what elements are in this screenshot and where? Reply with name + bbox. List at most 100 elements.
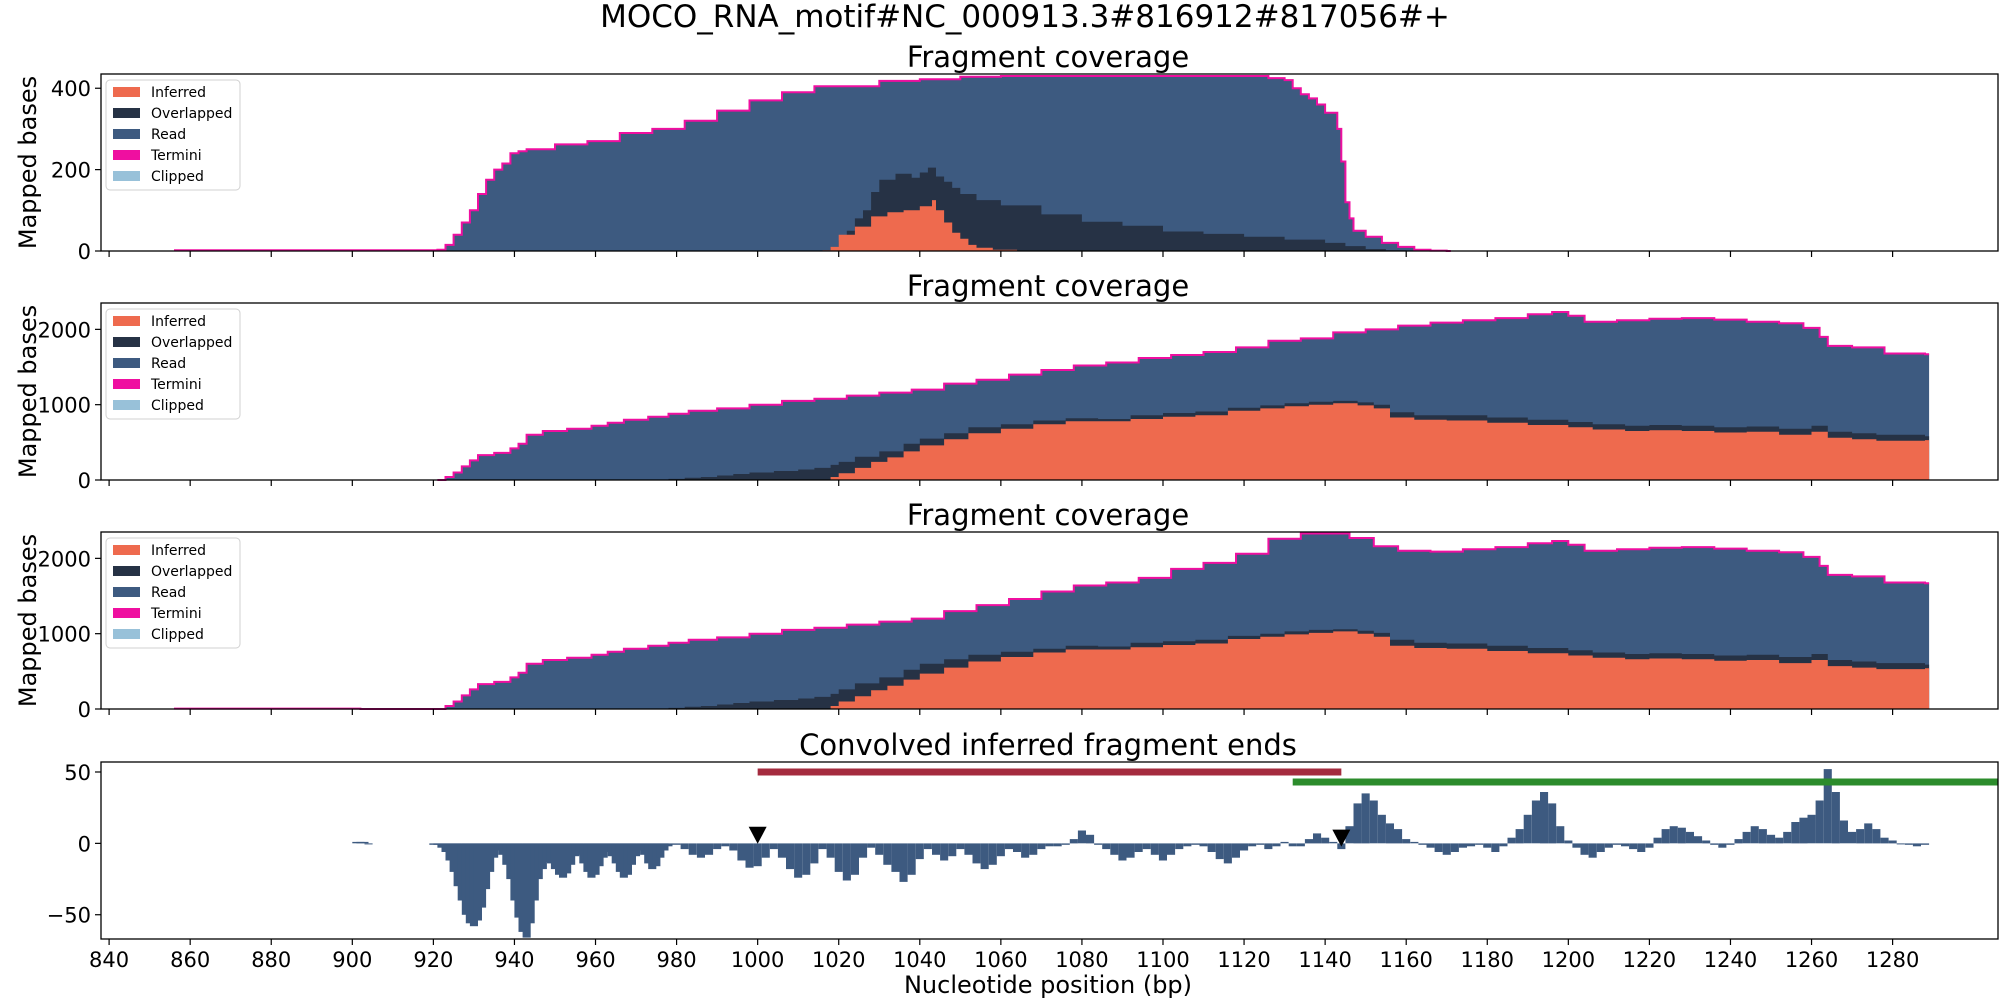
convolved-bar [1807, 814, 1816, 844]
convolved-bar [850, 843, 859, 875]
x-tick-label: 980 [657, 948, 697, 972]
convolved-bar [1556, 826, 1565, 844]
panels-container: Fragment coverage 0 200 400 Mapped bases Infe… [14, 40, 1999, 972]
convolved-bar [1523, 814, 1532, 844]
convolved-bar [1385, 823, 1394, 844]
panel-title: Fragment coverage [907, 498, 1189, 532]
x-tick-label: 1280 [1866, 948, 1919, 972]
convolved-bar [1458, 843, 1467, 848]
legend-swatch-read [113, 358, 140, 368]
legend-label-inferred: Inferred [151, 314, 206, 330]
convolved-bar [1758, 829, 1767, 844]
convolved-bar [1742, 831, 1751, 844]
convolved-bar [1013, 843, 1022, 852]
convolved-bar [810, 843, 819, 864]
convolved-bar [883, 843, 892, 865]
legend: Inferred Overlapped Read Termini Clipped [105, 537, 241, 649]
convolved-bar [1872, 829, 1881, 844]
y-tick-label: 0 [78, 832, 91, 856]
legend-box [105, 79, 241, 191]
convolved-bar [1694, 836, 1703, 844]
convolved-bar [1661, 829, 1670, 844]
convolved-bar [1483, 843, 1492, 848]
convolved-bar [603, 843, 612, 852]
convolved-bar [1118, 843, 1127, 861]
convolved-bar [1313, 833, 1322, 844]
convolved-bar [1604, 843, 1613, 848]
y-axis-label: Mapped bases [14, 534, 42, 707]
convolved-bar [996, 843, 1005, 857]
legend-label-clipped: Clipped [151, 627, 204, 643]
convolved-bar [1134, 843, 1143, 852]
convolved-bar [559, 843, 568, 878]
legend-label-termini: Termini [150, 606, 202, 622]
convolved-bar [1507, 837, 1516, 844]
y-tick-label: 50 [64, 761, 91, 785]
convolved-bar [1791, 822, 1800, 844]
y-tick-label: 2000 [38, 318, 91, 342]
legend-swatch-inferred [113, 87, 140, 97]
convolved-bar [506, 843, 515, 880]
convolved-bar [1402, 839, 1411, 844]
convolved-bar [1499, 843, 1508, 847]
convolved-bar [664, 843, 673, 847]
x-tick-label: 1040 [893, 948, 946, 972]
convolved-bar [1475, 843, 1484, 845]
series-inferred-area [822, 631, 1930, 709]
convolved-bar [1086, 834, 1095, 844]
convolved-bar [729, 843, 738, 851]
x-tick-label: 1180 [1461, 948, 1514, 972]
convolved-bar [1726, 843, 1735, 845]
x-tick-label: 1260 [1785, 948, 1838, 972]
legend-label-inferred: Inferred [151, 85, 206, 101]
convolved-bar [648, 843, 657, 870]
convolved-bar [1377, 814, 1386, 844]
convolved-bar [972, 843, 981, 864]
convolved-bar [429, 843, 438, 845]
convolved-bar [1734, 839, 1743, 844]
legend-box [105, 537, 241, 649]
convolved-bar [1621, 843, 1630, 847]
convolved-bar [859, 843, 868, 858]
legend-swatch-overlapped [113, 337, 140, 347]
convolved-bar [802, 843, 811, 875]
legend-swatch-read [113, 587, 140, 597]
peak-marker-icon [748, 826, 767, 844]
convolved-bar [1426, 843, 1435, 848]
series-overlapped-area [822, 167, 1411, 251]
legend-label-inferred: Inferred [151, 543, 206, 559]
convolved-bar [891, 843, 900, 872]
convolved-bar [1272, 843, 1281, 847]
legend-label-clipped: Clipped [151, 169, 204, 185]
convolved-bar [1580, 843, 1589, 855]
convolved-bar [567, 843, 576, 865]
legend-label-clipped: Clipped [151, 398, 204, 414]
convolved-bar [632, 843, 641, 857]
convolved-bar [1896, 843, 1905, 845]
convolved-bar [1353, 803, 1362, 844]
convolved-bar [761, 843, 770, 858]
convolved-bar [534, 843, 543, 880]
convolved-bar [1321, 837, 1330, 844]
convolved-bar [1345, 826, 1354, 844]
legend-swatch-termini [113, 608, 140, 618]
convolved-bar [640, 843, 649, 855]
convolved-bar [1045, 843, 1054, 847]
convolved-bar [1167, 843, 1176, 855]
convolved-bar [1783, 831, 1792, 844]
convolved-bar [1839, 820, 1848, 844]
convolved-bar [1588, 843, 1597, 858]
convolved-bar [1240, 843, 1249, 851]
y-tick-label: 2000 [38, 547, 91, 571]
convolved-bar [360, 841, 369, 844]
convolved-bar [672, 843, 681, 845]
convolved-bar [745, 843, 754, 868]
series-termini-line [174, 532, 1930, 710]
convolved-bar [899, 843, 908, 882]
convolved-bar [1799, 817, 1808, 844]
convolved-bar [988, 843, 997, 865]
convolved-bar [498, 843, 507, 855]
series-termini-line [174, 75, 1451, 252]
